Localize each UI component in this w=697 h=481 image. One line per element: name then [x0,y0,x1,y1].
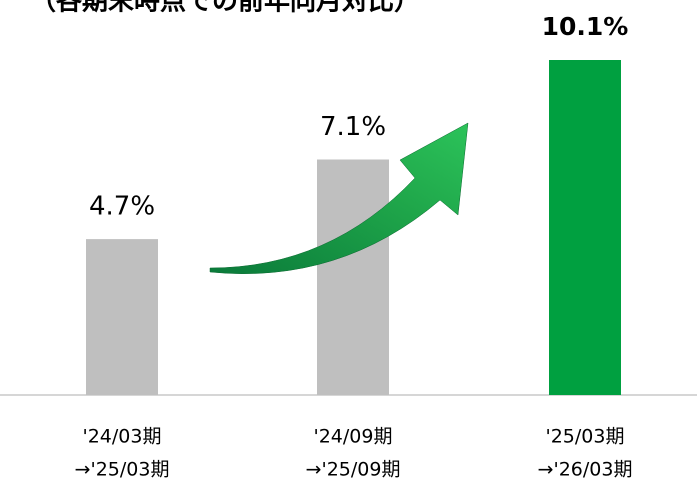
x-tick-label: →'25/09期 [306,459,401,481]
growth-arrow [209,122,469,274]
bar [86,239,158,395]
x-tick-label: →'25/03期 [75,459,170,481]
bar [317,159,389,395]
x-tick-label: '24/09期 [314,426,393,448]
value-label: 10.1% [542,12,629,41]
chart-title: （各期末時点での前年同月対比） [30,0,420,17]
x-tick-label: '25/03期 [546,426,625,448]
x-tick-label: '24/03期 [83,426,162,448]
x-tick-label: →'26/03期 [538,459,633,481]
value-label: 4.7% [89,192,155,222]
bar [549,60,621,395]
value-label: 7.1% [320,112,386,142]
